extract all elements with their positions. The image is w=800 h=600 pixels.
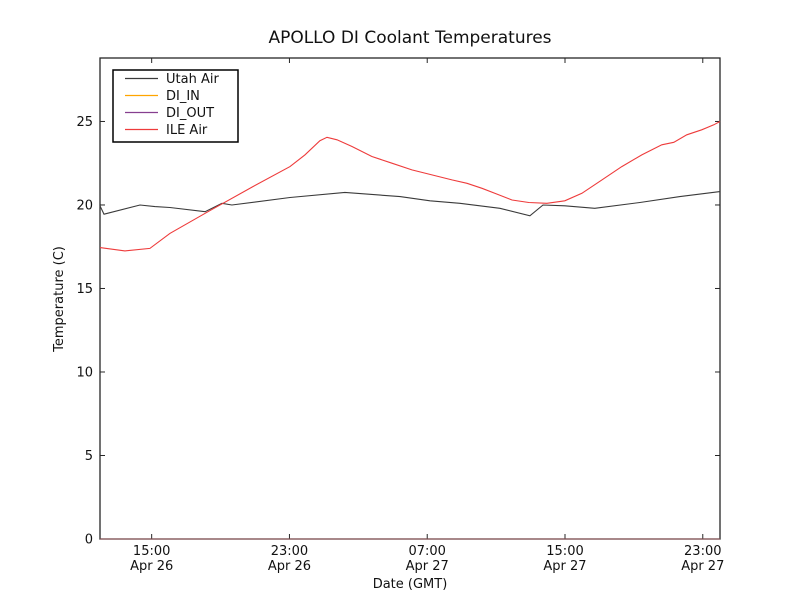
y-axis-label: Temperature (C) [52, 246, 67, 353]
x-tick-label-time: 07:00 [408, 544, 445, 559]
series-line-utah-air [99, 191, 721, 217]
legend-label-di-in: DI_IN [166, 89, 200, 104]
x-tick-label-date: Apr 26 [130, 559, 173, 574]
y-tick-label: 25 [76, 115, 93, 130]
x-tick-label-date: Apr 27 [543, 559, 586, 574]
y-tick-label: 15 [76, 282, 93, 297]
x-tick-label-time: 15:00 [546, 544, 583, 559]
legend-label-di-out: DI_OUT [166, 106, 214, 121]
series-line-ile-air [99, 121, 721, 252]
x-tick-label-date: Apr 27 [681, 559, 724, 574]
legend-label-utah-air: Utah Air [166, 72, 219, 87]
y-tick-label: 0 [85, 533, 93, 548]
x-tick-label-time: 15:00 [133, 544, 170, 559]
x-tick-label-time: 23:00 [271, 544, 308, 559]
x-tick-label-time: 23:00 [684, 544, 721, 559]
x-tick-label-date: Apr 26 [268, 559, 311, 574]
x-tick-label-date: Apr 27 [406, 559, 449, 574]
x-axis-label: Date (GMT) [373, 577, 448, 592]
legend-label-ile-air: ILE Air [166, 123, 208, 138]
chart-title: APOLLO DI Coolant Temperatures [268, 28, 551, 48]
y-tick-label: 10 [76, 365, 93, 380]
y-tick-label: 20 [76, 198, 93, 213]
y-tick-label: 5 [85, 449, 93, 464]
